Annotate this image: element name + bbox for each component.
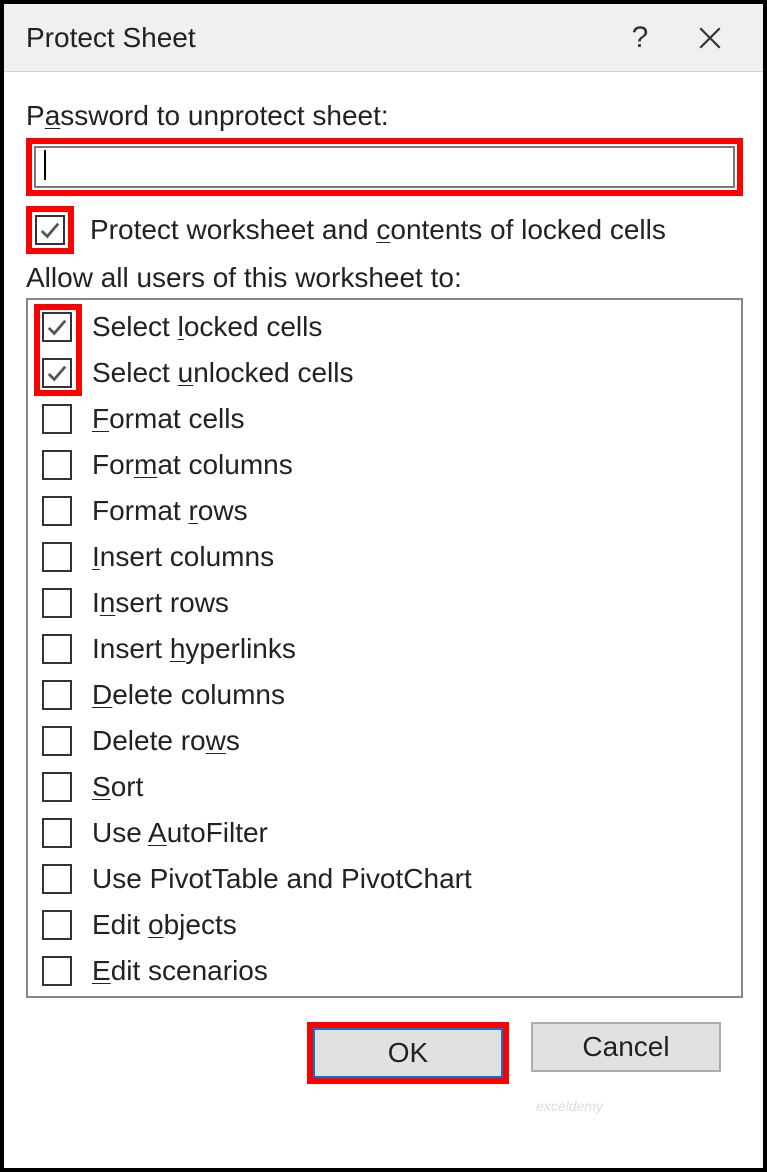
dialog-content: Password to unprotect sheet: Protect wor… bbox=[4, 72, 763, 1084]
permission-row: Select locked cells bbox=[28, 304, 741, 350]
title-bar: Protect Sheet ? bbox=[4, 4, 763, 72]
permission-checkbox[interactable] bbox=[42, 404, 72, 434]
protect-worksheet-row: Protect worksheet and contents of locked… bbox=[26, 206, 743, 254]
permission-label: Delete rows bbox=[92, 725, 240, 757]
permission-label: Select locked cells bbox=[92, 311, 322, 343]
permission-label: Format rows bbox=[92, 495, 248, 527]
permission-checkbox[interactable] bbox=[42, 910, 72, 940]
permission-row: Edit objects bbox=[28, 902, 741, 948]
permission-checkbox[interactable] bbox=[42, 726, 72, 756]
button-row: OK Cancel bbox=[26, 998, 743, 1084]
permission-checkbox[interactable] bbox=[42, 680, 72, 710]
permission-label: Edit scenarios bbox=[92, 955, 268, 987]
permission-label: Insert columns bbox=[92, 541, 274, 573]
permission-checkbox[interactable] bbox=[42, 818, 72, 848]
permission-label: Format cells bbox=[92, 403, 244, 435]
permission-row: Format cells bbox=[28, 396, 741, 442]
close-icon[interactable] bbox=[675, 4, 745, 72]
help-icon[interactable]: ? bbox=[605, 4, 675, 72]
permission-checkbox[interactable] bbox=[42, 496, 72, 526]
protect-checkbox-highlight bbox=[26, 206, 74, 254]
password-highlight bbox=[26, 138, 743, 196]
permission-checkbox[interactable] bbox=[42, 542, 72, 572]
permission-label: Use PivotTable and PivotChart bbox=[92, 863, 472, 895]
permission-row: Insert rows bbox=[28, 580, 741, 626]
protect-worksheet-label: Protect worksheet and contents of locked… bbox=[90, 214, 666, 246]
permission-label: Use AutoFilter bbox=[92, 817, 268, 849]
permission-row: Format columns bbox=[28, 442, 741, 488]
dialog-title: Protect Sheet bbox=[26, 22, 605, 54]
permission-label: Insert rows bbox=[92, 587, 229, 619]
permission-checkbox[interactable] bbox=[42, 956, 72, 986]
permission-label: Select unlocked cells bbox=[92, 357, 354, 389]
permission-label: Delete columns bbox=[92, 679, 285, 711]
watermark: exceldemy bbox=[536, 1098, 603, 1114]
permission-row: Edit scenarios bbox=[28, 948, 741, 994]
permission-checkbox[interactable] bbox=[42, 358, 72, 388]
ok-button-highlight: OK bbox=[307, 1022, 509, 1084]
permission-checkbox[interactable] bbox=[42, 450, 72, 480]
permission-label: Format columns bbox=[92, 449, 293, 481]
permission-row: Format rows bbox=[28, 488, 741, 534]
password-label: Password to unprotect sheet: bbox=[26, 100, 743, 132]
permission-row: Use PivotTable and PivotChart bbox=[28, 856, 741, 902]
cancel-button[interactable]: Cancel bbox=[531, 1022, 721, 1072]
password-input[interactable] bbox=[34, 146, 735, 188]
permission-checkbox[interactable] bbox=[42, 864, 72, 894]
permission-checkbox[interactable] bbox=[42, 772, 72, 802]
permission-row: Select unlocked cells bbox=[28, 350, 741, 396]
permission-label: Sort bbox=[92, 771, 143, 803]
protect-worksheet-checkbox[interactable] bbox=[35, 215, 65, 245]
permission-row: Insert columns bbox=[28, 534, 741, 580]
permission-row: Delete rows bbox=[28, 718, 741, 764]
permissions-listbox: Select locked cells Select unlocked cells… bbox=[26, 298, 743, 998]
permission-checkbox[interactable] bbox=[42, 312, 72, 342]
permission-label: Edit objects bbox=[92, 909, 237, 941]
permission-row: Delete columns bbox=[28, 672, 741, 718]
permission-row: Sort bbox=[28, 764, 741, 810]
permission-checkbox[interactable] bbox=[42, 588, 72, 618]
permission-row: Use AutoFilter bbox=[28, 810, 741, 856]
permission-row: Insert hyperlinks bbox=[28, 626, 741, 672]
permission-checkbox[interactable] bbox=[42, 634, 72, 664]
permission-label: Insert hyperlinks bbox=[92, 633, 296, 665]
ok-button[interactable]: OK bbox=[313, 1028, 503, 1078]
allow-users-label: Allow all users of this worksheet to: bbox=[26, 262, 743, 294]
